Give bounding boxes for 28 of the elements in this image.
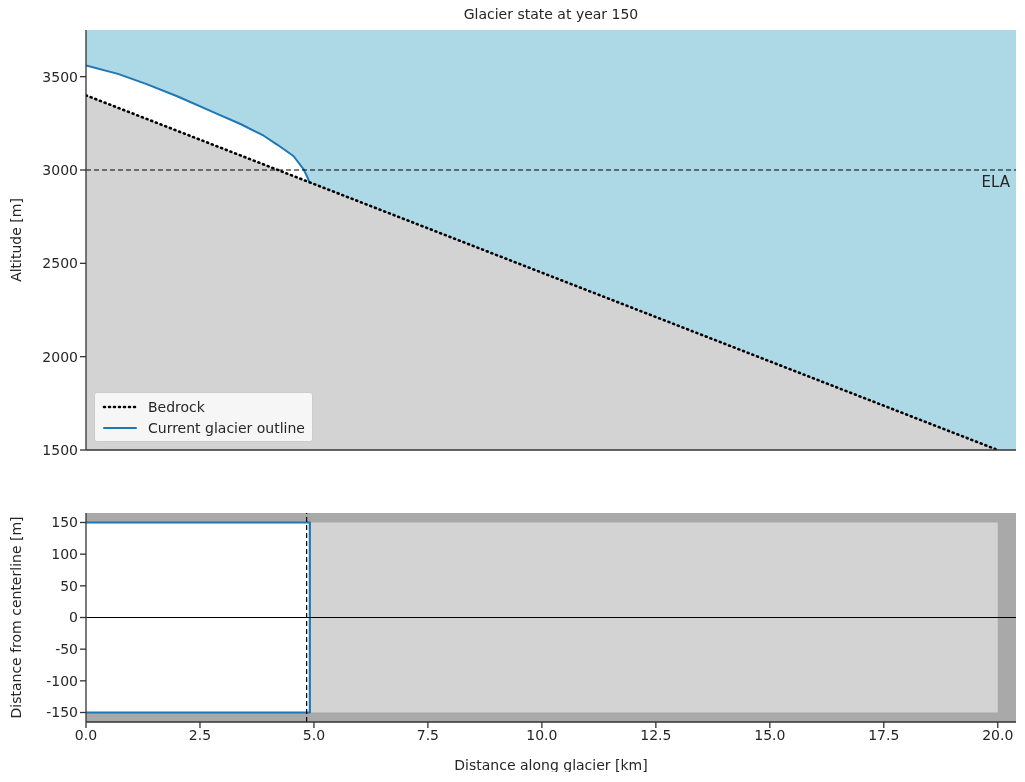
x-tick-label: 15.0 [754, 726, 786, 743]
x-tick-label: 17.5 [868, 726, 900, 743]
y-tick-label: 100 [51, 546, 78, 563]
x-tick-label: 12.5 [640, 726, 672, 743]
y-tick-label: 50 [60, 577, 78, 594]
x-tick-label: 7.5 [416, 726, 440, 743]
y-axis-title: Distance from centerline [m] [7, 516, 24, 719]
y-tick-label: 150 [51, 514, 78, 531]
y-tick-label: -50 [55, 641, 78, 658]
y-tick-label: 1500 [42, 441, 78, 458]
x-tick-label: 10.0 [526, 726, 558, 743]
y-tick-label: 2000 [42, 348, 78, 365]
y-tick-label: 0 [69, 609, 78, 626]
chart-title: Glacier state at year 150 [462, 6, 640, 22]
legend-label: Bedrock [148, 398, 205, 415]
x-tick-label: 5.0 [302, 726, 326, 743]
y-tick-label: -100 [46, 672, 78, 689]
y-axis-title: Altitude [m] [7, 198, 24, 282]
x-tick-label: 2.5 [188, 726, 212, 743]
x-tick-label: 0.0 [74, 726, 98, 743]
y-tick-label: 3000 [42, 161, 78, 178]
y-tick-label: 3500 [42, 68, 78, 85]
ref-line-label: ELA [981, 172, 1011, 191]
y-tick-label: 2500 [42, 255, 78, 272]
x-tick-label: 20.0 [982, 726, 1014, 743]
x-axis-title: Distance along glacier [km] [454, 757, 648, 773]
y-tick-label: -150 [46, 704, 78, 721]
legend-label: Current glacier outline [148, 419, 305, 436]
